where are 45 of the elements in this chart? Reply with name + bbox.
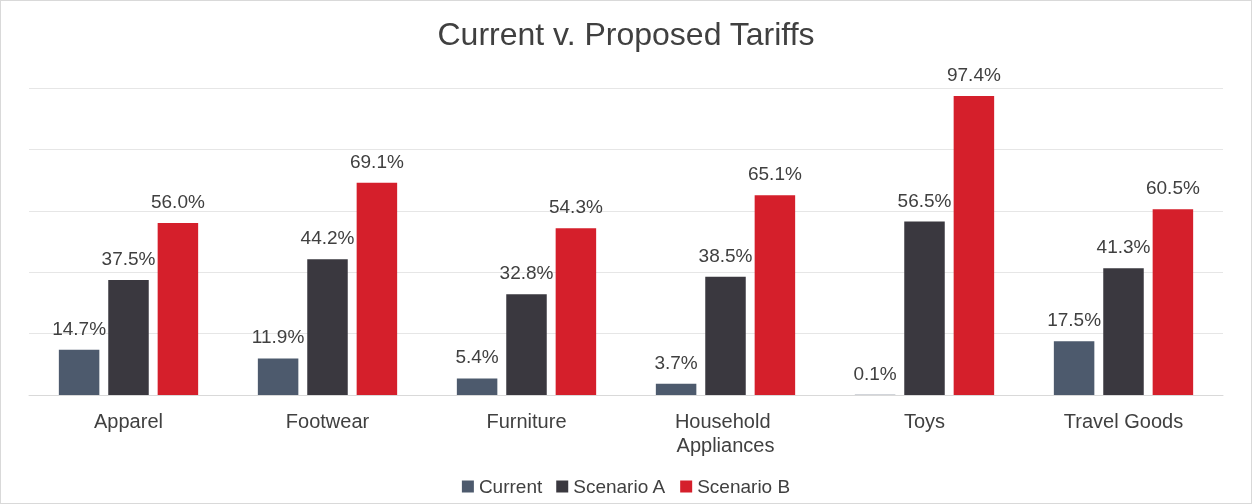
data-label: 56.0%: [150, 191, 205, 213]
data-label: 5.4%: [455, 346, 499, 368]
bar: [257, 358, 299, 395]
bar: [307, 259, 348, 395]
bar: [754, 195, 796, 395]
data-label: 44.2%: [300, 227, 355, 249]
data-label: 37.5%: [101, 247, 156, 269]
bar: [456, 378, 498, 395]
data-label: 17.5%: [1047, 309, 1102, 331]
legend-label: Scenario A: [573, 476, 666, 497]
x-tick-label: Apparel: [94, 410, 163, 432]
data-label: 41.3%: [1096, 236, 1151, 258]
data-label: 32.8%: [499, 262, 554, 284]
x-tick-label: Toys: [903, 410, 946, 432]
bar: [953, 95, 995, 395]
data-label: 69.1%: [349, 150, 404, 172]
data-label: 97.4%: [946, 63, 1001, 85]
data-label: 54.3%: [548, 196, 603, 218]
data-label: 56.5%: [897, 189, 952, 211]
data-label: 0.1%: [853, 362, 897, 384]
bar: [1053, 341, 1095, 395]
legend-label: Current: [478, 476, 543, 497]
x-tick-label: Travel Goods: [1063, 410, 1184, 432]
bar: [108, 279, 149, 395]
bar: [356, 182, 398, 395]
bar: [555, 228, 597, 395]
bar: [58, 349, 100, 395]
data-label: 11.9%: [251, 326, 305, 348]
bar: [157, 223, 199, 395]
bar: [506, 294, 547, 395]
bar: [904, 221, 945, 395]
bar: [705, 276, 746, 395]
chart-title: Current v. Proposed Tariffs: [437, 16, 815, 52]
data-label: 38.5%: [698, 244, 753, 266]
bar: [1103, 268, 1144, 395]
bar: [655, 383, 697, 395]
x-tick-label: Footwear: [285, 410, 370, 432]
data-label: 14.7%: [52, 317, 107, 339]
bar: [1152, 209, 1194, 395]
x-tick-label: Furniture: [486, 410, 567, 432]
legend-label: Scenario B: [697, 476, 791, 497]
data-label: 3.7%: [654, 351, 698, 373]
x-tick-label: Household Appliances: [674, 410, 777, 456]
data-label: 60.5%: [1145, 177, 1200, 199]
data-label: 65.1%: [747, 163, 802, 185]
